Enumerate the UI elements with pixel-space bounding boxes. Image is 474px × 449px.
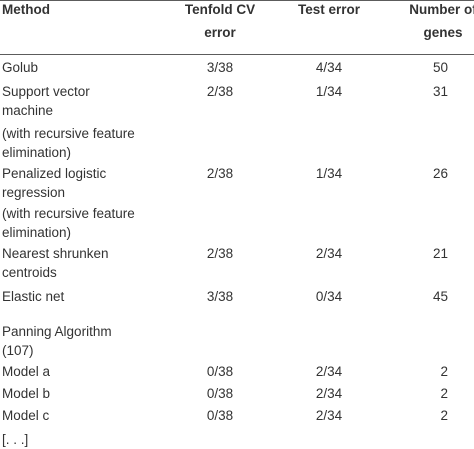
row-number-of-genes: 50 [432, 60, 448, 75]
row-test-error: 2/34 [315, 386, 343, 401]
row-number-of-genes: 26 [432, 166, 448, 181]
row-method: Penalized logistic regression [2, 166, 107, 200]
table-top-rule [0, 0, 474, 1]
row-test-error: 0/34 [315, 289, 343, 304]
row-method: Support vector machine [2, 84, 90, 118]
row-cv-error: 3/38 [206, 60, 234, 75]
row-test-error: 2/34 [315, 364, 343, 379]
row-number-of-genes: 2 [440, 364, 448, 379]
row-test-error: 2/34 [315, 246, 343, 261]
row-ellipsis: [. . .] [2, 432, 29, 447]
header-bottom-rule [0, 54, 474, 55]
header-method: Method [2, 2, 50, 17]
row-method-note: (with recursive feature elimination) [2, 206, 135, 240]
row-method: Model a [2, 364, 51, 379]
row-method: Elastic net [2, 289, 65, 304]
row-cv-error: 0/38 [206, 386, 234, 401]
row-cv-error: 0/38 [206, 364, 234, 379]
header-tenfold-cv-error: Tenfold CV error [184, 2, 256, 40]
row-number-of-genes: 21 [432, 246, 448, 261]
row-test-error: 1/34 [315, 166, 343, 181]
row-number-of-genes: 2 [440, 386, 448, 401]
row-number-of-genes: 2 [440, 408, 448, 423]
row-method-note: (with recursive feature elimination) [2, 126, 135, 160]
row-cv-error: 2/38 [206, 246, 234, 261]
row-cv-error: 0/38 [206, 408, 234, 423]
row-method: Golub [2, 60, 39, 75]
row-method: Model b [2, 386, 51, 401]
row-method: Nearest shrunken centroids [2, 246, 109, 280]
row-test-error: 1/34 [315, 84, 343, 99]
row-method-group: Panning Algorithm (107) [2, 324, 112, 358]
header-test-error: Test error [297, 2, 361, 17]
row-number-of-genes: 45 [432, 289, 448, 304]
row-cv-error: 2/38 [206, 166, 234, 181]
row-test-error: 2/34 [315, 408, 343, 423]
row-cv-error: 3/38 [206, 289, 234, 304]
header-number-of-genes: Number of genes [409, 2, 474, 40]
row-number-of-genes: 31 [432, 84, 448, 99]
row-method: Model c [2, 408, 50, 423]
row-cv-error: 2/38 [206, 84, 234, 99]
row-test-error: 4/34 [315, 60, 343, 75]
